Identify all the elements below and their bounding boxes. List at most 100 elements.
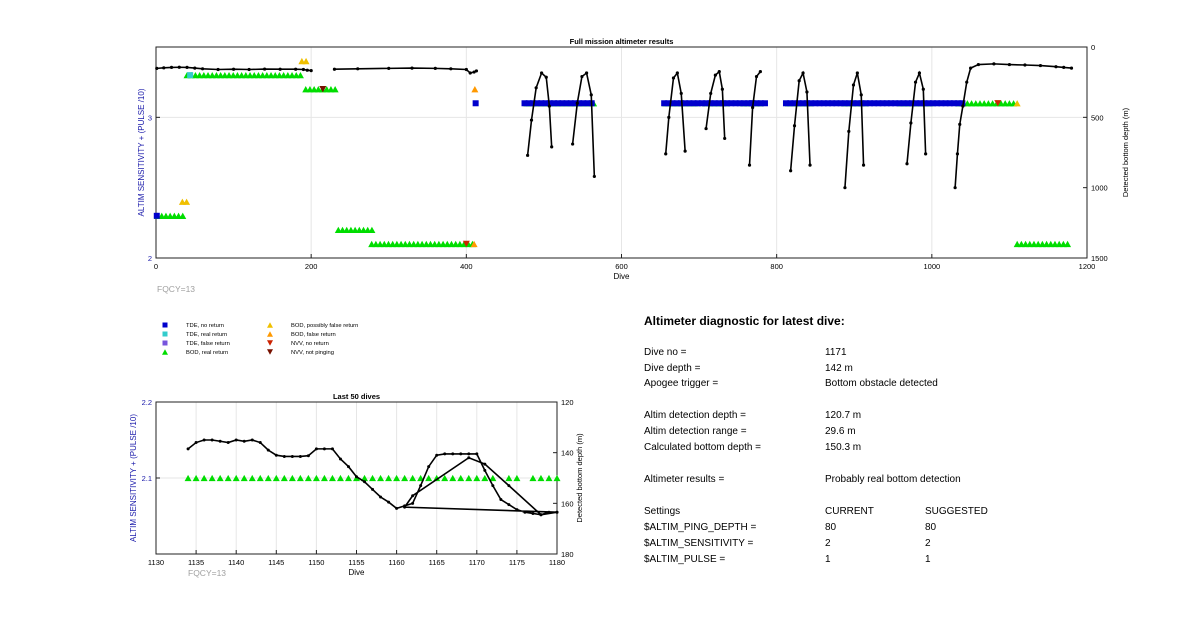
depth-point (921, 87, 925, 91)
bod-real-return-marker (216, 474, 224, 482)
bod-real-return-marker (184, 474, 192, 482)
status-marker (550, 100, 557, 107)
last-50-depth-point (547, 510, 551, 514)
status-marker (703, 100, 710, 107)
depth-point (278, 67, 282, 71)
bod-real-return-marker (208, 474, 216, 482)
last-50-y-left-tick-label: 2.1 (142, 474, 152, 483)
bod-real-return-marker (192, 474, 200, 482)
full-mission-x-tick-label: 0 (154, 262, 158, 271)
status-marker (724, 100, 731, 107)
last-50-y-left-tick-label: 2.2 (142, 398, 152, 407)
status-marker (563, 100, 570, 107)
bod-real-return-marker (369, 474, 377, 482)
last-50-depth-point (290, 454, 294, 458)
last-50-x-tick-label: 1130 (148, 558, 164, 567)
legend-label: TDE, no return (186, 323, 224, 329)
depth-trace (664, 71, 686, 154)
status-marker (871, 100, 878, 107)
bod-real-return-marker (545, 474, 553, 482)
last-50-depth-point (363, 480, 367, 484)
depth-point (1023, 63, 1027, 67)
diagnostic-suggested-value: 2 (925, 538, 931, 549)
depth-point (751, 105, 755, 110)
legend-label: BOD, false return (291, 332, 336, 338)
bod-real-return-marker (537, 474, 545, 482)
last-50-depth-point (507, 484, 511, 488)
legend-marker (267, 331, 273, 337)
bod-real-return-marker (336, 474, 344, 482)
last-50-depth-point (322, 447, 326, 451)
depth-point (263, 67, 267, 71)
depth-point (449, 67, 453, 71)
last-50-depth-point (258, 441, 262, 445)
depth-point (905, 162, 909, 166)
depth-point (294, 67, 298, 71)
diagnostic-label: Calculated bottom depth = (644, 442, 762, 453)
last-50-depth-point (443, 452, 447, 456)
last-50-depth-point (194, 441, 198, 445)
depth-point (534, 86, 538, 90)
depth-point (797, 79, 801, 83)
depth-point (683, 149, 687, 153)
last-50-y-right-axis-label: Detected bottom depth (m) (575, 433, 584, 523)
status-marker (892, 100, 899, 107)
last-50-depth-point (467, 456, 471, 460)
last-50-depth-point (210, 438, 214, 442)
diagnostic-label: Altim detection range = (644, 426, 747, 437)
depth-point (808, 163, 812, 167)
depth-point (965, 80, 969, 84)
status-marker (850, 100, 857, 107)
full-mission-y-left-axis-label: ALTIM SENSITIVITY + (PULSE /10) (137, 88, 146, 216)
depth-point (861, 163, 866, 167)
depth-point (592, 174, 596, 179)
depth-point (387, 66, 391, 70)
status-marker (808, 100, 815, 107)
bod-real-return-marker (489, 474, 497, 482)
depth-point (909, 121, 913, 125)
status-marker (542, 100, 549, 107)
status-marker (875, 100, 882, 107)
status-marker (521, 100, 528, 107)
last-50-depth-point (483, 468, 487, 472)
diagnostic-label: Altim detection depth = (644, 410, 747, 421)
depth-point (474, 69, 479, 73)
bod-real-return-marker (433, 474, 441, 482)
status-marker (559, 100, 566, 107)
bod-real-return-marker (361, 474, 369, 482)
last-50-x-tick-label: 1180 (549, 558, 565, 567)
status-marker (576, 100, 583, 107)
last-50-x-tick-label: 1135 (188, 558, 204, 567)
status-marker (946, 100, 953, 107)
status-marker (824, 100, 831, 107)
diagnostic-label: Dive depth = (644, 363, 701, 374)
depth-point (169, 65, 174, 69)
depth-point (717, 70, 721, 74)
last-50-y-right-tick-label: 180 (561, 550, 574, 559)
diagnostic-value: 29.6 m (825, 426, 856, 437)
status-point (748, 100, 755, 107)
diagnostic-value: 120.7 m (825, 410, 862, 421)
status-marker (799, 100, 806, 107)
status-marker (529, 100, 536, 107)
diagnostic-label: Settings (644, 506, 681, 517)
status-point (153, 212, 160, 219)
last-50-depth-point (515, 508, 519, 512)
bod-real-return-marker (296, 474, 304, 482)
depth-point (410, 66, 414, 70)
status-marker (955, 100, 962, 107)
status-marker (740, 100, 747, 107)
bod-real-return-marker (344, 474, 352, 482)
depth-point (162, 66, 166, 70)
full-mission-y-right-axis-label: Detected bottom depth (m) (1121, 107, 1130, 197)
depth-point (851, 83, 856, 87)
last-50-y-right-tick-label: 120 (561, 398, 574, 407)
full-mission-y-left-tick-label: 2 (148, 254, 152, 263)
status-marker (584, 100, 591, 107)
full-mission-x-tick-label: 1000 (923, 262, 940, 271)
depth-point (529, 118, 534, 122)
status-marker (934, 100, 941, 107)
legend-label: BOD, possibly false return (291, 323, 358, 329)
last-50-depth-point (371, 487, 375, 491)
last-50-depth-point (226, 441, 230, 445)
